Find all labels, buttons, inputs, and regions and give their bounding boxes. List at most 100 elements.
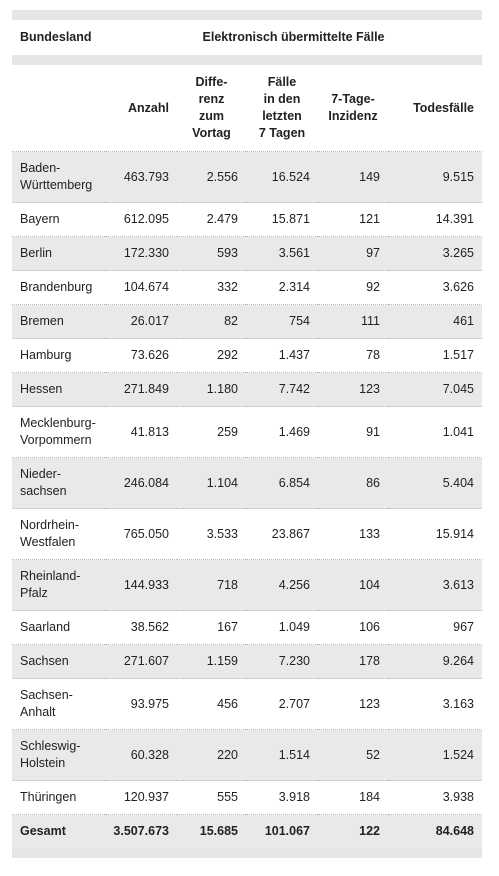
cell-value: 3.626 <box>442 280 474 294</box>
cell-value: 7.742 <box>278 382 310 396</box>
cell-value: 167 <box>217 620 238 634</box>
table-row: Bremen 26.017 82 754 111 461 <box>12 304 482 339</box>
cell-value: 2.314 <box>278 280 310 294</box>
column-header-row: Anzahl Diffe- renz zum Vortag Fälle in den… <box>12 65 482 152</box>
cell-value: 555 <box>217 790 238 804</box>
state-name: Nieder- sachsen <box>20 467 67 498</box>
cell-value: 4.256 <box>278 577 310 592</box>
cell-value: 15.914 <box>435 526 474 541</box>
cell-value: 172.330 <box>123 246 169 260</box>
cell-value: 101.067 <box>264 824 310 838</box>
table-row: Baden- Württemberg 463.793 2.556 16.524 149 9… <box>12 151 482 203</box>
state-name: Schleswig- Holstein <box>20 739 81 770</box>
state-name: Baden- Württemberg <box>20 161 93 192</box>
cell-value: 1.041 <box>442 424 474 439</box>
cell-value: 120.937 <box>123 790 169 804</box>
cell-value: 2.556 <box>206 169 238 184</box>
table-row: Nieder- sachsen 246.084 1.104 6.854 86 5.404 <box>12 457 482 509</box>
total-row: Gesamt 3.507.673 15.685 101.067 122 84.648 <box>12 814 482 848</box>
cell-value: 6.854 <box>278 475 310 490</box>
cell-value: 3.918 <box>278 790 310 804</box>
cell-value: 461 <box>453 314 474 328</box>
cell-value: 122 <box>359 824 380 838</box>
cell-value: 612.095 <box>123 212 169 226</box>
cell-value: 765.050 <box>123 526 169 541</box>
state-name: Saarland <box>20 620 71 634</box>
table: Anzahl Diffe- renz zum Vortag Fälle in den… <box>12 65 482 848</box>
cell-value: 104 <box>359 577 380 592</box>
cell-value: 271.849 <box>123 382 169 396</box>
cell-value: 93.975 <box>130 696 169 711</box>
cell-value: 149 <box>359 169 380 184</box>
cell-value: 9.515 <box>442 169 474 184</box>
cell-value: 38.562 <box>130 620 169 634</box>
cell-value: 60.328 <box>130 747 169 762</box>
cell-value: 97 <box>366 246 380 260</box>
state-name: Gesamt <box>20 824 66 838</box>
table-row: Berlin 172.330 593 3.561 97 3.265 <box>12 236 482 271</box>
column-header: Anzahl <box>128 100 169 115</box>
cell-value: 1.524 <box>442 747 474 762</box>
table-container: Bundesland Elektronisch übermittelte Fäl… <box>12 10 482 858</box>
state-name: Berlin <box>20 246 52 260</box>
table-row: Sachsen 271.607 1.159 7.230 178 9.264 <box>12 644 482 679</box>
cell-value: 1.104 <box>206 475 238 490</box>
column-header: Diffe- renz zum Vortag <box>192 75 231 140</box>
table-row: Mecklenburg- Vorpommern 41.813 259 1.469 91 1… <box>12 406 482 458</box>
header-cell: Bundesland <box>20 30 92 44</box>
table-row: Thüringen 120.937 555 3.918 184 3.938 <box>12 780 482 815</box>
cell-value: 106 <box>359 620 380 634</box>
cell-value: 16.524 <box>271 169 310 184</box>
table-row: Brandenburg 104.674 332 2.314 92 3.626 <box>12 270 482 305</box>
cell-value: 456 <box>217 696 238 711</box>
cell-value: 123 <box>359 382 380 396</box>
cell-value: 593 <box>217 246 238 260</box>
cell-value: 41.813 <box>130 424 169 439</box>
table-row: Hamburg 73.626 292 1.437 78 1.517 <box>12 338 482 373</box>
cell-value: 104.674 <box>123 280 169 294</box>
cell-value: 332 <box>217 280 238 294</box>
cell-value: 1.180 <box>206 382 238 396</box>
column-header: Fälle in den letzten 7 Tagen <box>258 75 306 140</box>
cell-value: 1.049 <box>278 620 310 634</box>
cell-value: 78 <box>366 348 380 362</box>
cell-value: 3.613 <box>442 577 474 592</box>
cell-value: 3.265 <box>442 246 474 260</box>
cell-value: 15.871 <box>271 212 310 226</box>
cell-value: 754 <box>289 314 310 328</box>
table-row: Bayern 612.095 2.479 15.871 121 14.391 <box>12 202 482 237</box>
cell-value: 84.648 <box>435 824 474 838</box>
cell-value: 52 <box>366 747 380 762</box>
cell-value: 92 <box>366 280 380 294</box>
cell-value: 3.507.673 <box>113 824 169 838</box>
cell-value: 86 <box>366 475 380 490</box>
cell-value: 23.867 <box>271 526 310 541</box>
band <box>12 55 482 65</box>
cell-value: 15.685 <box>199 824 238 838</box>
state-name: Thüringen <box>20 790 77 804</box>
column-header: 7-Tage- Inzidenz <box>328 92 378 123</box>
cell-value: 1.514 <box>278 747 310 762</box>
cell-value: 2.479 <box>206 212 238 226</box>
cell-value: 73.626 <box>130 348 169 362</box>
state-name: Hessen <box>20 382 63 396</box>
cell-value: 2.707 <box>278 696 310 711</box>
state-name: Mecklenburg- Vorpommern <box>20 416 96 447</box>
table-row: Hessen 271.849 1.180 7.742 123 7.045 <box>12 372 482 407</box>
table-row: Nordrhein- Westfalen 765.050 3.533 23.867 13… <box>12 508 482 560</box>
cell-value: 967 <box>453 620 474 634</box>
table-row: Rheinland- Pfalz 144.933 718 4.256 104 3.613 <box>12 559 482 611</box>
header-cell: Elektronisch übermittelte Fälle <box>202 30 385 44</box>
cell-value: 14.391 <box>435 212 474 226</box>
cell-value: 292 <box>217 348 238 362</box>
band <box>12 848 482 858</box>
cell-value: 718 <box>217 577 238 592</box>
state-name: Rheinland- Pfalz <box>20 569 81 600</box>
cell-value: 246.084 <box>123 475 169 490</box>
cell-value: 3.561 <box>278 246 310 260</box>
cell-value: 3.163 <box>442 696 474 711</box>
state-name: Nordrhein- Westfalen <box>20 518 80 549</box>
table-row: Saarland 38.562 167 1.049 106 967 <box>12 610 482 645</box>
cell-value: 121 <box>359 212 380 226</box>
state-name: Hamburg <box>20 348 72 362</box>
